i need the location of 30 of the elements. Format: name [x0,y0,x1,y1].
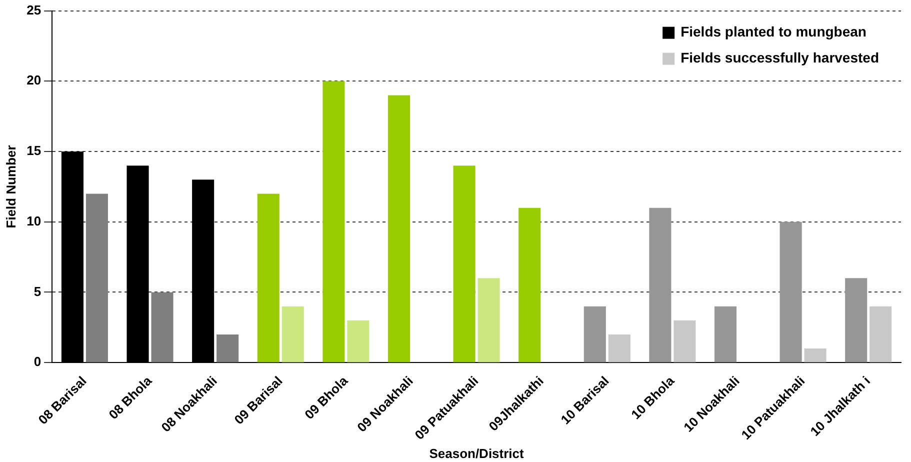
bar [714,306,737,362]
legend-label: Fields successfully harvested [680,50,880,66]
bar [151,292,174,362]
y-axis-title: Field Number [3,145,18,228]
bar [649,208,672,362]
bar [86,194,108,362]
legend-label: Fields planted to mungbean [680,24,866,40]
bar [453,166,476,362]
bar [322,81,345,362]
y-tick-label: 15 [26,143,42,158]
bar [257,194,280,362]
y-tick-label: 10 [26,213,42,228]
y-tick-label: 5 [34,284,42,299]
bar [347,320,370,362]
bar [216,334,239,362]
bar [478,278,500,362]
y-tick-label: 25 [26,2,42,18]
bar [518,208,541,362]
bar [584,306,606,362]
bar [282,306,304,362]
bar [608,334,630,362]
bar [388,95,410,362]
y-tick-label: 0 [34,354,42,370]
bar [780,222,802,362]
bar [870,306,892,362]
bar [674,320,696,362]
y-tick-label: 20 [26,72,42,88]
x-axis-title: Season/District [429,446,525,461]
bar [804,348,826,362]
bar [845,278,868,362]
